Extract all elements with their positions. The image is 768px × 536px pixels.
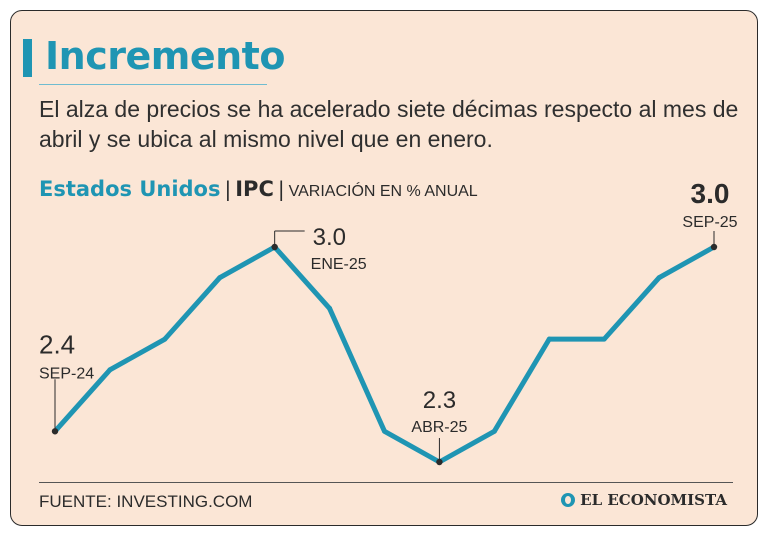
title-accent-bar [23, 39, 32, 77]
chart-baseline [39, 482, 733, 483]
annotation-value: 3.0 [691, 178, 730, 209]
data-point [546, 336, 552, 342]
data-point [162, 336, 168, 342]
brand-name: EL ECONOMISTA [580, 491, 727, 509]
page-title: Incremento [45, 34, 285, 78]
source-note: FUENTE: INVESTING.COM [39, 492, 253, 511]
chart-region: Estados Unidos [39, 177, 221, 201]
title-underline [39, 84, 267, 85]
annotation-value: 3.0 [313, 224, 346, 251]
data-point [382, 428, 387, 434]
brand-logo: EL ECONOMISTA [561, 491, 727, 509]
annotation-value: 2.3 [423, 387, 456, 414]
data-point [491, 428, 497, 434]
annotation-label: SEP-24 [39, 365, 94, 382]
data-point [327, 305, 333, 311]
chart-header: Estados Unidos | IPC | VARIACIÓN EN % ANUAL [39, 176, 478, 205]
brand-mark-icon [561, 493, 576, 507]
data-point [601, 336, 607, 342]
line-chart: 2.4 SEP-24 3.0 ENE-25 2.3 ABR-25 3.0 SEP-25 [39, 178, 738, 466]
infographic-card: Incremento El alza de precios se ha acel… [10, 10, 758, 526]
header-separator: | [224, 177, 232, 201]
header-separator: | [277, 177, 285, 201]
annotation-label: SEP-25 [682, 214, 737, 231]
subtitle: El alza de precios se ha acelerado siete… [39, 96, 739, 152]
chart-indicator: IPC [235, 177, 274, 201]
data-point [217, 275, 223, 281]
annotation-label: ENE-25 [311, 256, 367, 273]
data-point [656, 275, 662, 281]
annotation-value: 2.4 [39, 329, 75, 359]
data-point [107, 367, 113, 373]
chart-measure: VARIACIÓN EN % ANUAL [288, 183, 478, 200]
annotation-label: ABR-25 [411, 419, 467, 436]
